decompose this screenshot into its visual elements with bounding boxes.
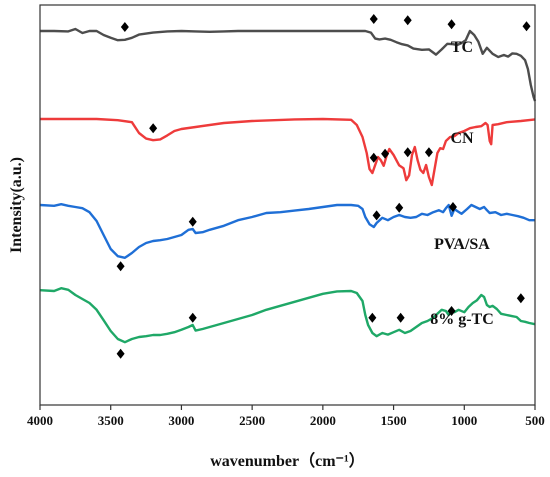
series-label: CN bbox=[450, 130, 474, 147]
x-tick-label: 2500 bbox=[239, 413, 265, 428]
diamond-marker bbox=[447, 19, 456, 30]
x-tick-label: 1000 bbox=[451, 413, 477, 428]
diamond-marker bbox=[369, 14, 378, 24]
x-tick-label: 3000 bbox=[168, 413, 194, 428]
marker-layer bbox=[116, 14, 531, 359]
diamond-marker bbox=[447, 306, 456, 316]
series-labels: TC CN PVA/SA 8% g-TC bbox=[430, 39, 494, 328]
series-line-pva-sa bbox=[39, 203, 535, 259]
diamond-marker bbox=[149, 123, 158, 134]
series-layer bbox=[39, 27, 537, 344]
plot-frame bbox=[39, 4, 536, 406]
series-line-cn bbox=[40, 117, 536, 187]
x-tick-label: 2000 bbox=[310, 413, 336, 428]
diamond-marker bbox=[368, 312, 377, 323]
x-tick-label: 4000 bbox=[27, 413, 53, 428]
diamond-marker bbox=[522, 21, 531, 32]
series-label: 8% g-TC bbox=[430, 311, 494, 328]
diamond-marker bbox=[116, 348, 125, 359]
diamond-marker bbox=[372, 210, 381, 221]
x-tick-label: 3500 bbox=[98, 413, 124, 428]
diamond-marker bbox=[424, 147, 433, 158]
x-axis: 4000 3500 3000 2500 2000 1500 1000 500 bbox=[27, 405, 545, 428]
diamond-marker bbox=[395, 202, 404, 213]
diamond-marker bbox=[516, 293, 525, 304]
x-tick-label: 1500 bbox=[381, 413, 407, 428]
series-label: TC bbox=[451, 39, 473, 56]
diamond-marker bbox=[188, 216, 197, 227]
diamond-marker bbox=[188, 312, 197, 323]
x-tick-label: 500 bbox=[525, 413, 545, 428]
diamond-marker bbox=[369, 152, 378, 163]
series-line-tc bbox=[40, 27, 537, 102]
diamond-marker bbox=[396, 312, 405, 323]
y-axis-label: Intensity(a.u.) bbox=[8, 157, 25, 253]
diamond-marker bbox=[403, 15, 412, 26]
series-label: PVA/SA bbox=[434, 236, 490, 253]
diamond-marker bbox=[116, 261, 125, 272]
diamond-marker bbox=[403, 147, 412, 158]
diamond-marker bbox=[381, 148, 390, 159]
x-axis-label: wavenumber（cm⁻¹） bbox=[210, 452, 365, 470]
series-line-8-g-tc bbox=[39, 287, 536, 344]
diamond-marker bbox=[448, 202, 457, 212]
diamond-marker bbox=[120, 22, 129, 32]
